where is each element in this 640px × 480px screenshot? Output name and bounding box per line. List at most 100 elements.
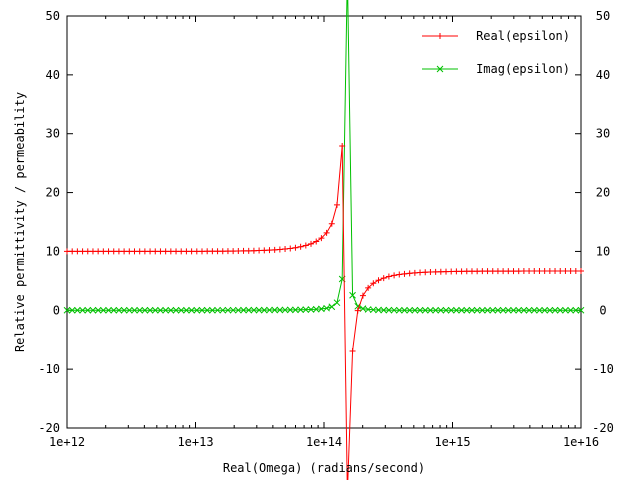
imag-epsilon-point <box>240 306 247 314</box>
y-tick-label-right: 40 <box>596 68 610 82</box>
imag-epsilon-point <box>209 306 216 314</box>
y-tick-label-right: -20 <box>592 421 614 435</box>
real-epsilon-point <box>468 268 475 275</box>
real-epsilon-point <box>193 248 200 255</box>
y-tick-label-left: 30 <box>46 127 60 141</box>
imag-epsilon-point <box>151 306 159 314</box>
y-tick-label-left: 50 <box>46 9 60 23</box>
y-tick-label-right: 50 <box>596 9 610 23</box>
y-tick-label-right: 10 <box>596 244 610 258</box>
real-epsilon-point <box>463 268 470 275</box>
y-tick-label-right: -10 <box>592 362 614 376</box>
real-epsilon-point <box>318 235 325 242</box>
real-epsilon-point <box>173 248 180 255</box>
imag-epsilon-point <box>520 306 528 314</box>
imag-epsilon-line <box>67 0 581 311</box>
real-epsilon-point <box>266 247 273 254</box>
real-epsilon-point <box>432 268 439 275</box>
real-epsilon-point <box>271 246 278 253</box>
y-tick-label-left: -10 <box>38 362 60 376</box>
imag-epsilon-point <box>323 304 330 312</box>
y-tick-label-right: 30 <box>596 127 610 141</box>
x-axis-label: Real(Omega) (radians/second) <box>223 461 425 475</box>
real-epsilon-point <box>505 268 512 275</box>
real-epsilon-point <box>448 268 455 275</box>
real-epsilon-point <box>110 248 117 255</box>
imag-epsilon-point <box>437 306 445 314</box>
imag-epsilon-point <box>572 306 580 314</box>
real-epsilon-point <box>453 268 460 275</box>
real-epsilon-point <box>131 248 138 255</box>
y-tick-label-left: 0 <box>53 303 60 317</box>
real-epsilon-point <box>349 348 356 355</box>
real-epsilon-point <box>79 248 86 255</box>
imag-epsilon-point <box>203 306 211 314</box>
imag-epsilon-point <box>292 306 299 314</box>
real-epsilon-point <box>401 270 408 277</box>
real-epsilon-point <box>365 284 372 291</box>
real-epsilon-point <box>162 248 169 255</box>
imag-epsilon-point <box>390 306 398 314</box>
real-epsilon-point <box>136 248 143 255</box>
imag-epsilon-point <box>479 306 486 314</box>
real-epsilon-point <box>313 238 320 245</box>
imag-epsilon-point <box>484 306 491 314</box>
real-epsilon-line <box>67 146 581 480</box>
real-epsilon-point <box>302 242 309 249</box>
real-epsilon-point <box>437 268 444 275</box>
imag-epsilon-point <box>63 306 71 314</box>
imag-epsilon-point <box>224 306 232 314</box>
legend-label-real: Real(epsilon) <box>476 29 570 43</box>
real-epsilon-point <box>100 248 107 255</box>
real-epsilon-point <box>152 248 159 255</box>
real-epsilon-point <box>141 248 148 255</box>
imag-epsilon-point <box>380 306 388 314</box>
real-epsilon-point <box>282 246 289 253</box>
imag-epsilon-point <box>125 306 133 314</box>
real-epsilon-point <box>552 268 559 275</box>
legend-marker-real <box>437 33 443 39</box>
real-epsilon-point <box>526 268 533 275</box>
imag-epsilon-point <box>297 306 304 314</box>
real-epsilon-point <box>500 268 507 275</box>
imag-epsilon-point <box>250 306 258 314</box>
imag-epsilon-point <box>328 303 336 311</box>
imag-epsilon-point <box>94 306 102 314</box>
imag-epsilon-point <box>68 306 76 314</box>
real-epsilon-point <box>380 275 387 282</box>
imag-epsilon-point <box>546 306 554 314</box>
imag-epsilon-point <box>401 306 408 314</box>
imag-epsilon-point <box>369 306 377 314</box>
real-epsilon-point <box>126 248 133 255</box>
imag-epsilon-point <box>74 306 81 314</box>
real-epsilon-point <box>474 268 481 275</box>
imag-epsilon-point <box>312 305 320 313</box>
imag-epsilon-point <box>136 306 144 314</box>
x-tick-label: 1e+14 <box>306 435 342 449</box>
real-epsilon-point <box>167 248 174 255</box>
imag-epsilon-point <box>385 306 393 314</box>
imag-epsilon-point <box>188 306 195 314</box>
real-epsilon-point <box>328 220 335 227</box>
real-epsilon-point <box>204 248 211 255</box>
imag-epsilon-point <box>562 306 569 314</box>
imag-epsilon-point <box>525 306 533 314</box>
imag-epsilon-point <box>447 306 455 314</box>
real-epsilon-point <box>89 248 96 255</box>
real-epsilon-point <box>339 143 346 150</box>
y-tick-label-right: 20 <box>596 186 610 200</box>
imag-epsilon-point <box>395 306 403 314</box>
imag-epsilon-point <box>530 306 538 314</box>
imag-epsilon-point <box>105 306 112 314</box>
imag-epsilon-point <box>260 306 268 314</box>
real-epsilon-point <box>230 248 237 255</box>
real-epsilon-point <box>417 269 424 276</box>
real-epsilon-point <box>121 248 128 255</box>
real-epsilon-point <box>323 229 330 236</box>
real-epsilon-point <box>292 244 299 251</box>
axis-ticks: -20 -20 -10 -10 0 0 10 10 20 20 30 30 40 40 50 50 1e+12 1… <box>38 9 614 449</box>
real-epsilon-point <box>520 268 527 275</box>
imag-epsilon-point <box>245 306 253 314</box>
real-epsilon-point <box>567 268 574 275</box>
